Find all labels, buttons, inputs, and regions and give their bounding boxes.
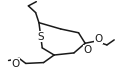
Text: O: O [11,59,19,69]
Text: O: O [94,34,102,44]
Text: O: O [83,45,91,55]
Text: S: S [37,32,44,42]
